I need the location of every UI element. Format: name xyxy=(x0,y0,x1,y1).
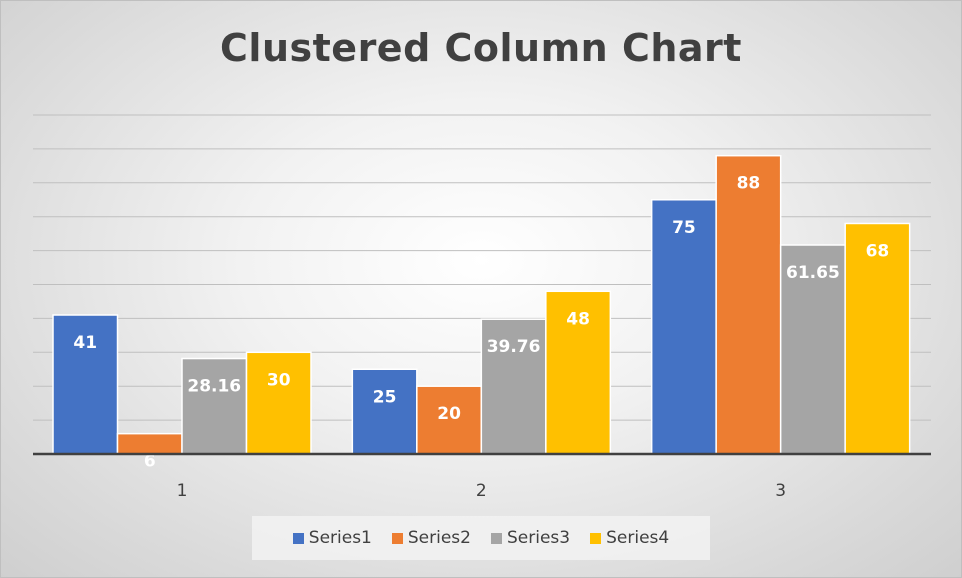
data-label-series4-cat2: 48 xyxy=(566,309,590,329)
data-label-series4-cat3: 68 xyxy=(866,241,890,261)
chart-title: Clustered Column Chart xyxy=(220,26,742,70)
bar-series4-cat3 xyxy=(844,222,911,455)
legend-swatch-series2 xyxy=(391,532,403,544)
bar-series4-cat1 xyxy=(245,351,312,455)
legend-item-series4: Series4 xyxy=(590,528,669,548)
data-label-series2-cat2: 20 xyxy=(437,404,461,424)
bar-series1-cat1 xyxy=(52,314,119,455)
data-label-series1-cat2: 25 xyxy=(373,387,397,407)
data-label-series4-cat1: 30 xyxy=(267,370,291,390)
data-label-series2-cat3: 88 xyxy=(737,174,761,194)
bar-series4-cat2 xyxy=(545,290,612,455)
bars-group xyxy=(52,154,911,455)
bar-series3-cat1 xyxy=(181,357,248,455)
data-label-series3-cat2: 39.76 xyxy=(487,337,541,357)
x-tick-labels: 1 2 3 xyxy=(177,481,786,501)
x-tick-label-1: 1 xyxy=(177,481,188,501)
data-label-series2-cat1: 6 xyxy=(144,452,156,472)
x-tick-label-3: 3 xyxy=(775,481,786,501)
legend-label-series3: Series3 xyxy=(507,528,571,548)
legend-label-series4: Series4 xyxy=(606,528,670,548)
legend-label-series1: Series1 xyxy=(308,528,372,548)
legend-item-series3: Series3 xyxy=(491,528,570,548)
legend-item-series2: Series2 xyxy=(391,528,471,548)
data-label-series3-cat1: 28.16 xyxy=(187,377,241,397)
x-tick-label-2: 2 xyxy=(476,481,487,501)
bar-series2-cat2 xyxy=(416,385,483,455)
legend-swatch-series3 xyxy=(491,532,502,544)
legend-swatch-series1 xyxy=(292,532,304,544)
legend-swatch-series4 xyxy=(590,532,602,544)
data-label-series1-cat3: 75 xyxy=(672,218,696,238)
legend: Series1 Series2 Series3 Series4 xyxy=(252,516,710,560)
bar-series2-cat3 xyxy=(715,154,782,455)
legend-label-series2: Series2 xyxy=(407,528,471,548)
legend-item-series1: Series1 xyxy=(292,528,372,548)
data-labels-group: 41 6 28.16 30 25 20 39.76 48 75 88 61.65 68 xyxy=(73,174,889,472)
data-label-series3-cat3: 61.65 xyxy=(786,263,840,283)
data-label-series1-cat1: 41 xyxy=(73,333,97,353)
bar-series1-cat2 xyxy=(351,368,418,455)
bar-series1-cat3 xyxy=(650,199,717,455)
